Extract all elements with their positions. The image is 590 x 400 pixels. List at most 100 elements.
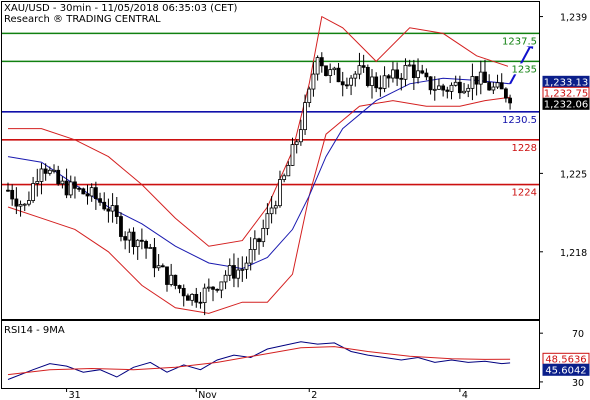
candle-body — [148, 247, 153, 249]
candle-body — [232, 265, 236, 279]
bollinger-upper-line — [8, 15, 511, 247]
candle-body — [374, 76, 379, 89]
candle-body — [420, 70, 425, 74]
price-tag-label-1: 1,232.75 — [544, 88, 589, 99]
candle-body — [474, 76, 479, 85]
candle-body — [181, 288, 186, 297]
candle-body — [10, 189, 15, 200]
candle-body — [68, 181, 73, 196]
candle-body — [503, 88, 508, 99]
rsi-lines — [7, 341, 511, 380]
candle-body — [22, 203, 27, 206]
candle-body — [453, 81, 458, 86]
candle-body — [160, 265, 165, 268]
candle-body — [432, 88, 437, 91]
chart-source: Research ® TRADING CENTRAL — [4, 14, 161, 25]
price-tag-label-0: 1,233.13 — [544, 77, 589, 88]
candle-body — [403, 65, 408, 80]
candle-body — [89, 187, 94, 197]
candle-body — [43, 168, 48, 174]
candle-body — [428, 76, 433, 91]
price-tag-2 — [542, 97, 590, 110]
candle-body — [265, 213, 270, 229]
candle-body — [56, 169, 61, 185]
candle-body — [152, 247, 157, 269]
candle-body — [106, 208, 111, 212]
candle-body — [35, 181, 40, 184]
candle-body — [119, 216, 123, 237]
candle-body — [6, 189, 10, 192]
price-tick-label: 1,218 — [560, 248, 587, 259]
candle-body — [386, 75, 391, 79]
price-axis: 1,239 1,225 1,218 — [539, 13, 587, 259]
candle-body — [194, 293, 199, 303]
candle-body — [60, 180, 65, 185]
candle-body — [349, 77, 353, 86]
candle-body — [411, 64, 416, 78]
candle-body — [244, 262, 249, 270]
price-tick-label: 1,239 — [560, 13, 587, 24]
candle-body — [365, 66, 370, 86]
candle-body — [215, 288, 220, 291]
candle-body — [269, 207, 274, 215]
candle-body — [361, 65, 366, 68]
rsi-tick-label: 70 — [572, 329, 584, 340]
candle-body — [190, 293, 194, 301]
candle-body — [445, 89, 450, 92]
candle-body — [483, 71, 487, 83]
candle-body — [391, 69, 395, 79]
candle-body — [131, 231, 136, 248]
candle-body — [278, 179, 282, 207]
candle-body — [52, 169, 56, 172]
chart-title: XAU/USD - 30min - 11/05/2018 06:35:03 (C… — [4, 3, 237, 14]
candle-body — [177, 285, 182, 289]
level-label-bg-3 — [508, 141, 538, 153]
candle-body — [457, 81, 462, 94]
candle-body — [123, 236, 128, 241]
level-label-bg-0 — [508, 35, 538, 47]
level-lines — [2, 32, 539, 186]
level-label-bg-1 — [508, 63, 538, 75]
candle-body — [236, 269, 241, 279]
candle-body — [31, 183, 36, 201]
candle-body — [336, 67, 341, 83]
candle-body — [466, 87, 471, 92]
candle-body — [211, 286, 215, 290]
rsi-panel-label: RSI14 - 9MA — [4, 325, 65, 336]
candle-body — [437, 85, 441, 90]
candle-body — [399, 77, 404, 80]
rsi-tag-label-1: 45.6042 — [545, 365, 586, 376]
time-tick-label: 4 — [462, 390, 468, 400]
candle-body — [39, 168, 44, 182]
candle-body — [223, 274, 228, 283]
candles — [6, 34, 534, 316]
candle-body — [340, 81, 345, 86]
candle-body — [286, 165, 291, 177]
candle-body — [93, 187, 98, 200]
candle-body — [298, 129, 303, 143]
level-label-bg-2 — [508, 113, 538, 125]
candle-body — [202, 287, 207, 304]
candle-body — [257, 238, 261, 243]
candle-body — [64, 180, 69, 196]
level-labels: 1237.5 1235 1230.5 1228 1224 — [502, 35, 538, 199]
price-tick-label: 1,225 — [560, 169, 587, 180]
level-label-2: 1230.5 — [502, 115, 537, 126]
candle-body — [18, 203, 23, 207]
candle-body — [144, 240, 148, 249]
candle-body — [135, 239, 140, 248]
candle-body — [127, 231, 132, 241]
candle-body — [206, 286, 211, 289]
time-tick-label: 31 — [69, 390, 81, 400]
candle-body — [416, 70, 420, 78]
bollinger-lower-line — [7, 96, 511, 314]
candle-body — [81, 188, 86, 195]
candle-body — [378, 87, 383, 90]
candle-body — [14, 198, 19, 207]
rsi-line — [7, 341, 511, 380]
candle-body — [319, 57, 324, 67]
candle-body — [156, 265, 161, 269]
candle-body — [315, 57, 320, 75]
candle-body — [165, 266, 169, 285]
time-axis: 31 Nov 2 4 — [66, 388, 468, 400]
